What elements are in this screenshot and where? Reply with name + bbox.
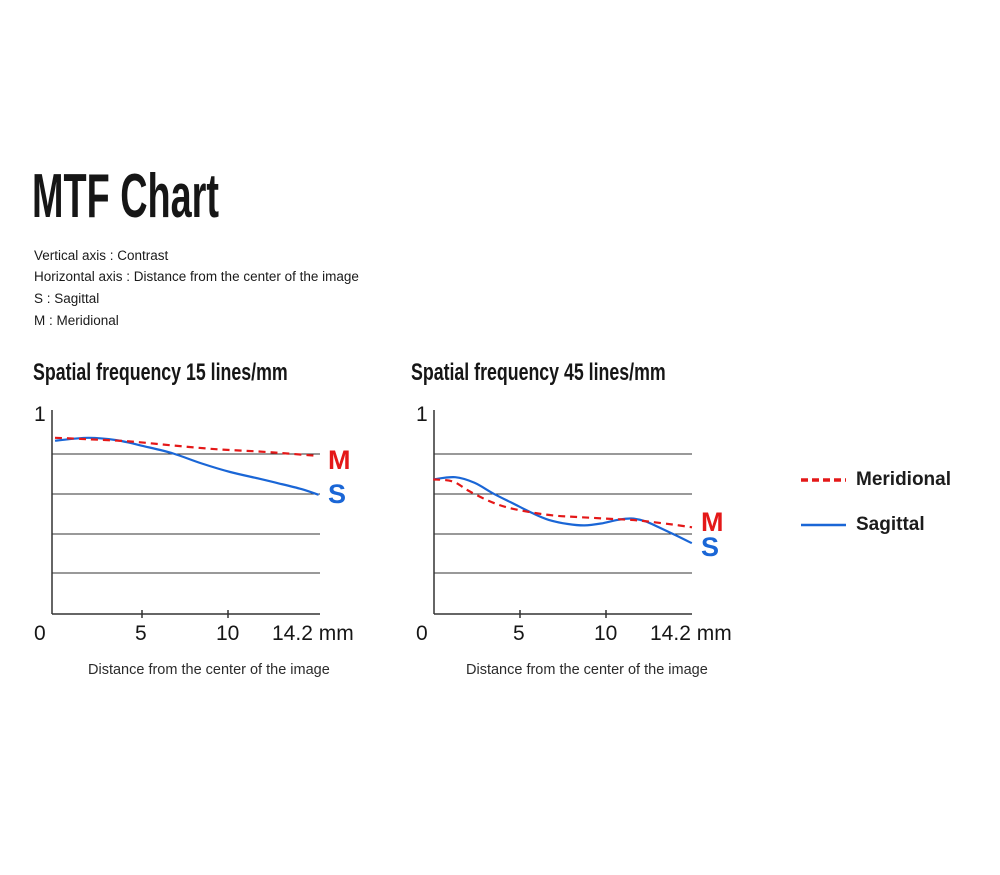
svg-text:Meridional: Meridional bbox=[856, 469, 951, 490]
svg-text:M: M bbox=[328, 445, 351, 475]
svg-text:S: S bbox=[328, 479, 346, 509]
svg-text:S: S bbox=[701, 532, 719, 562]
svg-text:Sagittal: Sagittal bbox=[856, 514, 925, 535]
